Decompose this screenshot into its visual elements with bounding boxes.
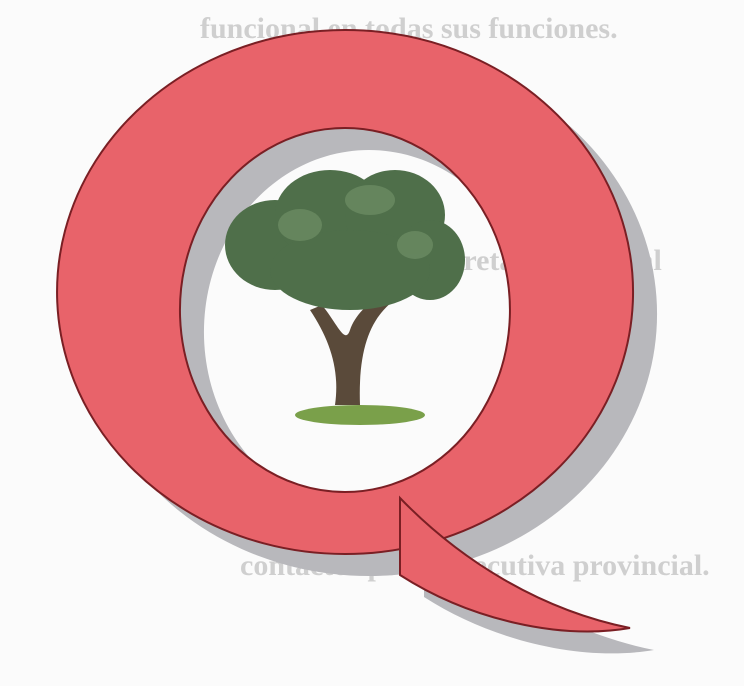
tree: [225, 170, 465, 425]
q-letter: [56, 29, 635, 633]
